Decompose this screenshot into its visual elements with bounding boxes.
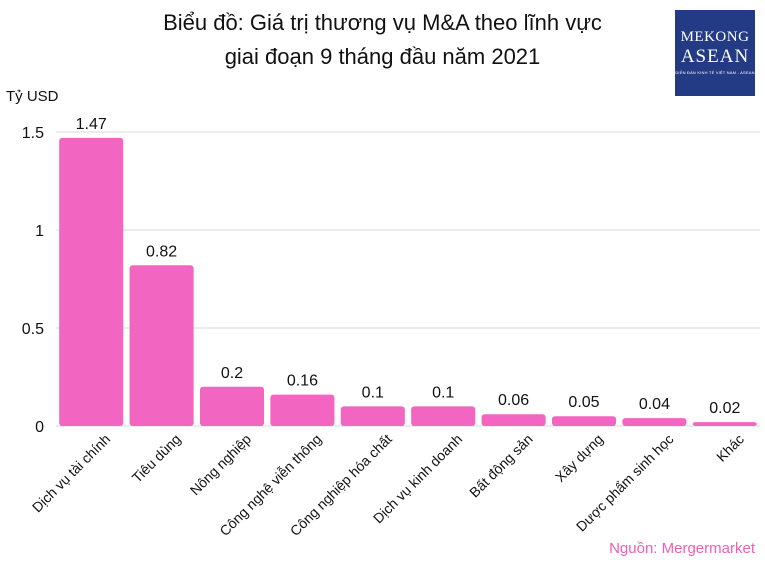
bar-value-label: 0.1	[432, 384, 454, 401]
x-tick-label: Xây dựng	[552, 431, 606, 485]
bar-value-label: 0.82	[146, 243, 177, 260]
bar-value-label: 0.2	[221, 365, 243, 382]
y-tick-label: 1.5	[22, 125, 44, 142]
x-tick-label: Nông nghiệp	[187, 431, 255, 499]
x-tick-label: Tiêu dùng	[129, 431, 184, 486]
y-tick-label: 0.5	[22, 321, 44, 338]
source-note: Nguồn: Mergermarket	[609, 540, 755, 557]
logo-tagline: DIỄN ĐÀN KINH TẾ VIỆT NAM - ASEAN	[675, 70, 755, 75]
y-axis-unit-label: Tỷ USD	[6, 88, 59, 105]
bar-value-label: 0.1	[362, 384, 384, 401]
bar	[199, 386, 265, 426]
bar-value-label: 0.04	[639, 396, 670, 413]
bar-value-label: 0.16	[287, 373, 318, 390]
bar	[129, 265, 194, 426]
logo-text-mekong: MEKONG	[680, 29, 750, 45]
bar-value-label: 0.02	[709, 400, 740, 417]
x-tick-label: Dịch vụ tài chính	[29, 431, 113, 515]
bar	[481, 414, 546, 426]
chart-title-line1: Biểu đồ: Giá trị thương vụ M&A theo lĩnh…	[163, 10, 602, 35]
x-tick-label: Bất động sản	[466, 431, 536, 501]
logo-text-asean: ASEAN	[680, 46, 750, 67]
y-tick-label: 0	[35, 419, 44, 436]
bar-value-label: 0.06	[498, 392, 529, 409]
bar	[622, 418, 687, 426]
bar-value-label: 0.05	[568, 394, 599, 411]
mekong-asean-logo: MEKONG ASEAN DIỄN ĐÀN KINH TẾ VIỆT NAM -…	[675, 10, 755, 96]
bar-value-label: 1.47	[76, 116, 107, 133]
y-tick-label: 1	[35, 223, 44, 240]
bar	[551, 416, 617, 426]
chart-title-line2: giai đoạn 9 tháng đầu năm 2021	[224, 44, 541, 69]
bar	[340, 406, 405, 426]
bar	[692, 422, 757, 426]
bar	[411, 406, 476, 426]
x-tick-label: Khác	[713, 431, 747, 465]
bar	[270, 394, 335, 426]
bar	[59, 137, 124, 426]
